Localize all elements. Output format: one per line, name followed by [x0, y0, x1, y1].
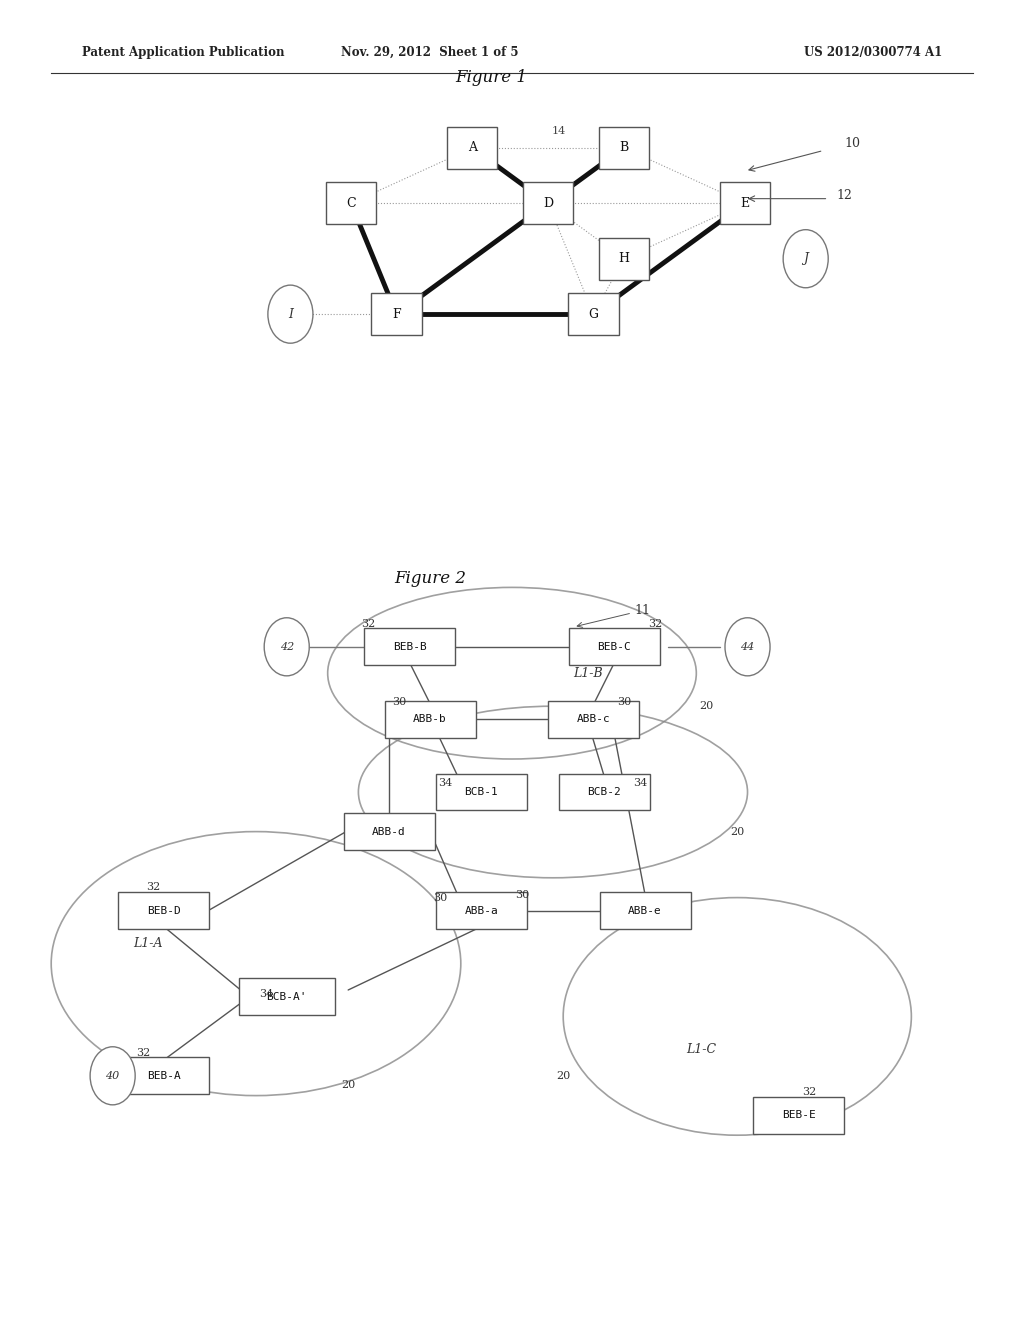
Circle shape [725, 618, 770, 676]
FancyBboxPatch shape [523, 182, 573, 224]
FancyBboxPatch shape [372, 293, 422, 335]
Text: BEB-C: BEB-C [598, 642, 631, 652]
Circle shape [264, 618, 309, 676]
Text: BEB-A: BEB-A [147, 1071, 180, 1081]
Text: 14: 14 [552, 125, 566, 136]
Text: 30: 30 [515, 890, 529, 900]
Text: 11: 11 [578, 603, 651, 627]
FancyBboxPatch shape [326, 182, 376, 224]
Text: Figure 2: Figure 2 [394, 570, 466, 587]
Text: ABB-c: ABB-c [578, 714, 610, 725]
Text: 32: 32 [648, 619, 663, 630]
Text: A: A [468, 141, 477, 154]
Circle shape [783, 230, 828, 288]
Text: 12: 12 [836, 189, 852, 202]
Text: 20: 20 [556, 1071, 570, 1081]
Text: 32: 32 [136, 1048, 151, 1059]
Text: Patent Application Publication: Patent Application Publication [82, 46, 285, 59]
Text: H: H [618, 252, 630, 265]
Text: G: G [589, 308, 598, 321]
Text: B: B [620, 141, 629, 154]
FancyBboxPatch shape [600, 892, 690, 929]
FancyBboxPatch shape [436, 892, 526, 929]
Text: 32: 32 [802, 1086, 816, 1097]
Text: BEB-B: BEB-B [393, 642, 426, 652]
FancyBboxPatch shape [239, 978, 335, 1015]
Circle shape [90, 1047, 135, 1105]
Text: E: E [740, 197, 750, 210]
Text: 10: 10 [844, 136, 860, 149]
Circle shape [268, 285, 313, 343]
Text: 32: 32 [361, 619, 376, 630]
Text: 34: 34 [633, 777, 647, 788]
Text: BEB-E: BEB-E [782, 1110, 815, 1121]
Text: BCB-A': BCB-A' [266, 991, 307, 1002]
FancyBboxPatch shape [549, 701, 639, 738]
Text: Nov. 29, 2012  Sheet 1 of 5: Nov. 29, 2012 Sheet 1 of 5 [341, 46, 519, 59]
Text: ABB-b: ABB-b [414, 714, 446, 725]
FancyBboxPatch shape [599, 127, 649, 169]
Text: 40: 40 [105, 1071, 120, 1081]
Text: 30: 30 [433, 892, 447, 903]
Text: 20: 20 [699, 701, 714, 711]
Text: 44: 44 [740, 642, 755, 652]
FancyBboxPatch shape [118, 1057, 210, 1094]
Text: 34: 34 [259, 989, 273, 999]
Text: Figure 1: Figure 1 [456, 69, 527, 86]
Text: BEB-D: BEB-D [147, 906, 180, 916]
Text: J: J [803, 252, 808, 265]
Text: US 2012/0300774 A1: US 2012/0300774 A1 [804, 46, 942, 59]
Text: ABB-e: ABB-e [629, 906, 662, 916]
FancyBboxPatch shape [385, 701, 475, 738]
FancyBboxPatch shape [569, 628, 659, 665]
Text: C: C [346, 197, 355, 210]
FancyBboxPatch shape [754, 1097, 844, 1134]
FancyBboxPatch shape [720, 182, 770, 224]
FancyBboxPatch shape [344, 813, 435, 850]
Text: L2: L2 [584, 785, 600, 799]
FancyBboxPatch shape [568, 293, 618, 335]
FancyBboxPatch shape [559, 774, 649, 810]
Text: ABB-a: ABB-a [465, 906, 498, 916]
FancyBboxPatch shape [436, 774, 526, 810]
Text: F: F [392, 308, 400, 321]
Text: 30: 30 [392, 697, 407, 708]
Text: 20: 20 [730, 826, 744, 837]
Text: 20: 20 [341, 1080, 355, 1090]
Text: 34: 34 [438, 777, 453, 788]
Text: L1-A: L1-A [133, 937, 163, 950]
Text: D: D [543, 197, 553, 210]
FancyBboxPatch shape [365, 628, 456, 665]
Text: ABB-d: ABB-d [373, 826, 406, 837]
FancyBboxPatch shape [447, 127, 498, 169]
Text: BCB-1: BCB-1 [465, 787, 498, 797]
FancyBboxPatch shape [118, 892, 210, 929]
Text: L1-C: L1-C [686, 1043, 716, 1056]
Text: 32: 32 [146, 882, 161, 892]
Text: L1-B: L1-B [573, 667, 603, 680]
FancyBboxPatch shape [599, 238, 649, 280]
Text: BCB-2: BCB-2 [588, 787, 621, 797]
Text: 42: 42 [280, 642, 294, 652]
Text: I: I [288, 308, 293, 321]
Text: 30: 30 [617, 697, 632, 708]
